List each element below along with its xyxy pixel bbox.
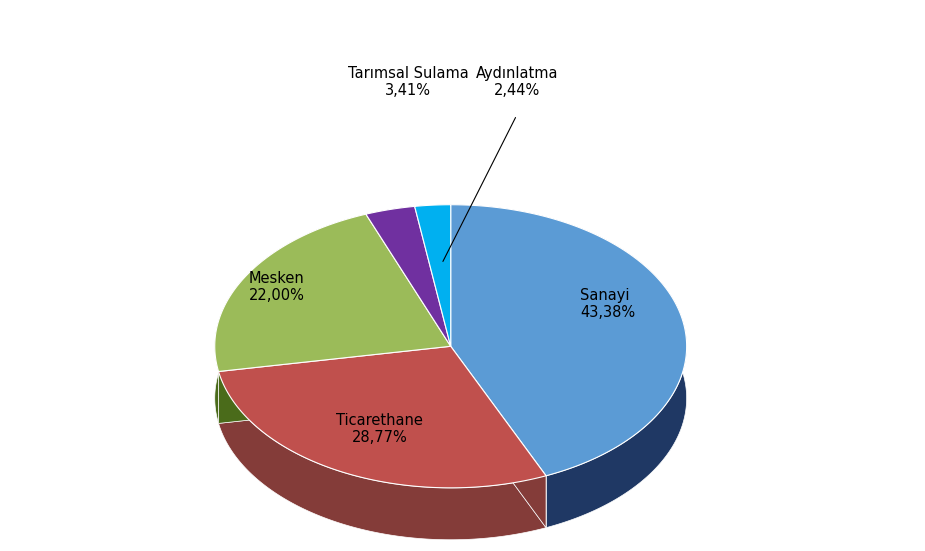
Polygon shape xyxy=(366,207,414,266)
Polygon shape xyxy=(450,346,546,528)
Polygon shape xyxy=(450,346,546,528)
Polygon shape xyxy=(450,205,686,476)
Polygon shape xyxy=(215,214,366,423)
Text: Ticarethane
28,77%: Ticarethane 28,77% xyxy=(337,413,424,445)
Polygon shape xyxy=(218,346,450,423)
Polygon shape xyxy=(366,207,450,346)
Text: Sanayi
43,38%: Sanayi 43,38% xyxy=(581,288,635,320)
Polygon shape xyxy=(218,346,546,488)
Polygon shape xyxy=(414,205,450,346)
Polygon shape xyxy=(215,214,450,371)
Polygon shape xyxy=(218,371,546,540)
Polygon shape xyxy=(414,205,450,258)
Polygon shape xyxy=(218,346,450,423)
Text: Mesken
22,00%: Mesken 22,00% xyxy=(249,271,304,304)
Text: Tarımsal Sulama
3,41%: Tarımsal Sulama 3,41% xyxy=(348,66,469,98)
Text: Aydınlatma
2,44%: Aydınlatma 2,44% xyxy=(475,66,558,98)
Polygon shape xyxy=(450,205,686,528)
